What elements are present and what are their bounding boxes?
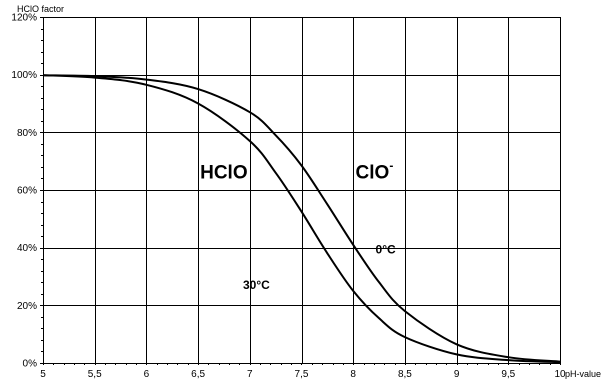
- hclo-region-label: HClO: [200, 162, 248, 183]
- x-tick-label: 10: [554, 369, 566, 380]
- y-tick-label: 0%: [23, 359, 38, 370]
- series-line-0c: [42, 74, 561, 363]
- x-tick-label: 6,5: [191, 369, 205, 380]
- x-tick-label: 9,5: [501, 369, 515, 380]
- y-tick-label: 60%: [17, 186, 37, 197]
- y-tick-label: 80%: [17, 128, 37, 139]
- label-0c: 0°C: [376, 242, 396, 256]
- y-tick-labels: 0% 20% 40% 60% 80% 100% 120%: [11, 13, 37, 370]
- grid: [40, 17, 561, 365]
- x-tick-label: 5,5: [88, 369, 102, 380]
- x-tick-label: 6: [144, 369, 150, 380]
- clo-text: ClO: [356, 162, 390, 183]
- y-tick-label: 20%: [17, 301, 37, 312]
- clo-region-label: ClO-: [356, 158, 394, 183]
- x-axis-label: pH-value: [565, 369, 601, 379]
- x-tick-label: 8,5: [398, 369, 412, 380]
- series-line-30c: [42, 74, 561, 364]
- x-tick-label: 9: [454, 369, 460, 380]
- y-axis-label: HClO factor: [17, 4, 64, 14]
- x-tick-label: 8: [350, 369, 356, 380]
- y-tick-label: 120%: [11, 13, 37, 24]
- x-tick-label: 5: [40, 369, 46, 380]
- x-tick-labels: 5 5,5 6 6,5 7 7,5 8 8,5 9 9,5 10: [40, 369, 566, 380]
- x-tick-label: 7,5: [295, 369, 309, 380]
- x-tick-label: 7: [247, 369, 253, 380]
- y-tick-label: 40%: [17, 243, 37, 254]
- label-30c: 30°C: [243, 278, 270, 292]
- clo-superscript: -: [389, 158, 393, 172]
- y-tick-label: 100%: [11, 70, 37, 81]
- curves: [42, 74, 561, 364]
